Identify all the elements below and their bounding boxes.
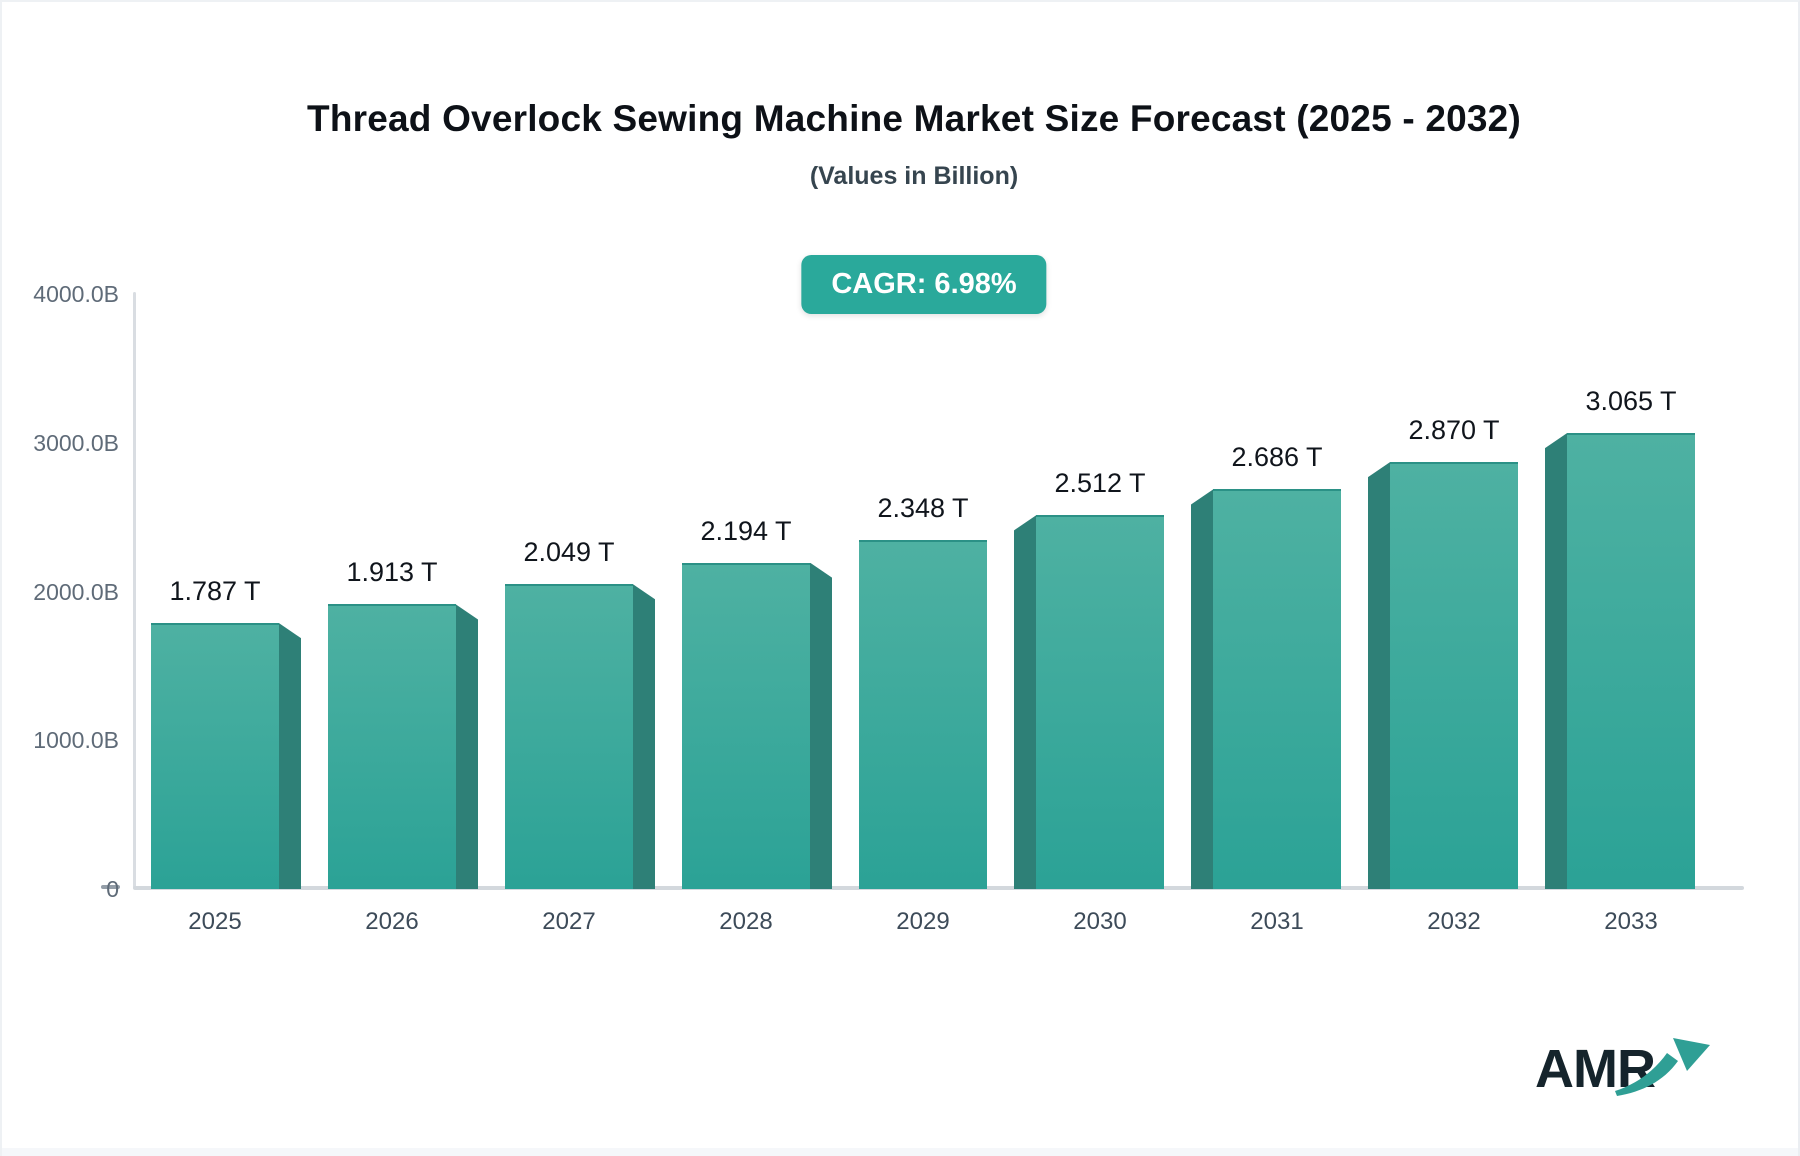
brand-logo: AMR — [1535, 1032, 1725, 1112]
bar-value-label: 2.686 T — [1231, 442, 1323, 473]
page-title: Thread Overlock Sewing Machine Market Si… — [307, 98, 1521, 139]
bar-value-label: 1.787 T — [169, 576, 261, 607]
x-axis-tick-label: 2032 — [1427, 908, 1481, 935]
x-axis-tick-label: 2025 — [188, 908, 242, 935]
x-axis-tick-label: 2027 — [542, 908, 596, 935]
bar-value-label: 2.348 T — [877, 492, 969, 523]
bar-2031 — [1213, 489, 1341, 889]
bar-side-panel — [810, 562, 832, 889]
growth-arrow-icon — [1615, 1038, 1710, 1096]
bar-value-label: 2.194 T — [700, 515, 792, 546]
bar-side-panel — [1191, 489, 1213, 889]
bar-side-panel — [456, 604, 478, 889]
y-axis-tick-label: 3000.0B — [33, 429, 119, 456]
bar-2025 — [151, 623, 279, 889]
cagr-badge: CAGR: 6.98% — [801, 255, 1047, 314]
x-axis-tick-label: 2028 — [719, 908, 773, 935]
x-axis-tick-label: 2026 — [365, 908, 419, 935]
y-axis-tick-label: 0 — [106, 876, 119, 902]
bar-2030 — [1036, 515, 1164, 889]
bar-side-panel — [1545, 433, 1567, 889]
bar-2032 — [1390, 462, 1518, 889]
bar-side-panel — [1368, 462, 1390, 889]
chart-subtitle: (Values in Billion) — [809, 162, 1019, 190]
y-axis-tick-label: 4000.0B — [33, 281, 119, 307]
bar-2033 — [1567, 433, 1695, 889]
bar-2027 — [505, 584, 633, 889]
x-axis-tick-label: 2030 — [1073, 908, 1127, 935]
y-axis-tick-label: 2000.0B — [33, 578, 119, 605]
bar-2029 — [859, 539, 987, 889]
x-axis-tick-label: 2033 — [1604, 908, 1658, 935]
bar-side-panel — [633, 584, 655, 889]
bar-2028 — [682, 562, 810, 889]
bar-side-panel — [1014, 515, 1036, 889]
bar-side-panel — [279, 623, 301, 889]
y-axis-line — [133, 292, 136, 888]
x-axis-tick-label: 2031 — [1250, 908, 1304, 935]
zero-tick-mark — [101, 885, 120, 889]
y-axis-tick-label: 1000.0B — [33, 727, 119, 754]
bar-value-label: 1.913 T — [346, 557, 438, 588]
x-axis-tick-label: 2029 — [896, 908, 950, 935]
bar-2026 — [328, 604, 456, 889]
bar-value-label: 2.870 T — [1408, 415, 1500, 446]
bar-value-label: 2.512 T — [1054, 468, 1146, 499]
bottom-edge-strip — [2, 1148, 1798, 1156]
bar-value-label: 2.049 T — [523, 537, 615, 568]
bar-value-label: 3.065 T — [1585, 386, 1677, 417]
